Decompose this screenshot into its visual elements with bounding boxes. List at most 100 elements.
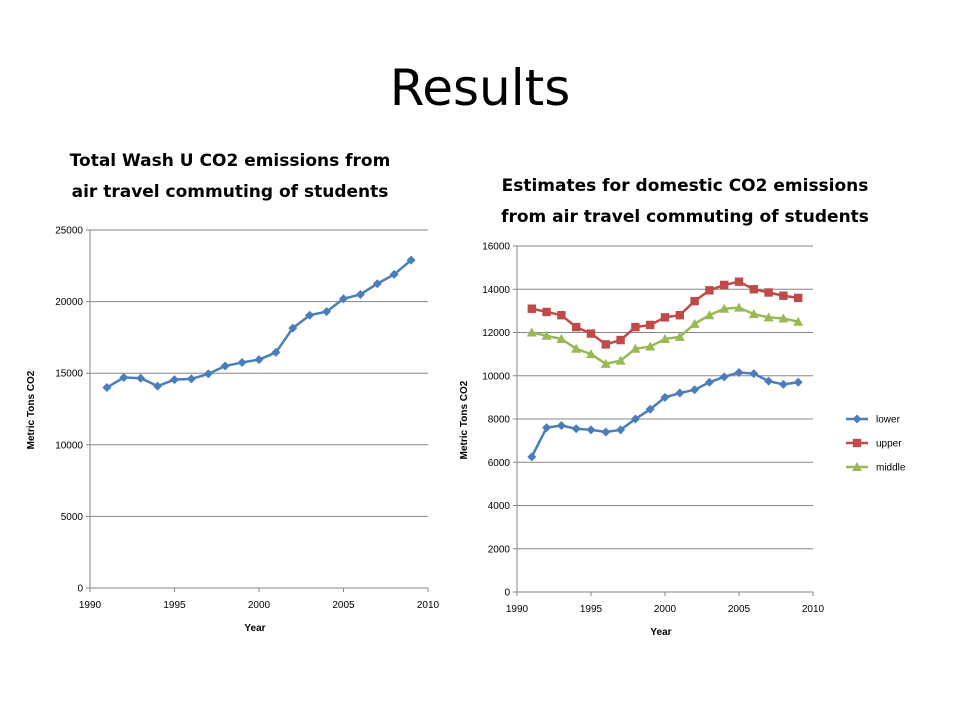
data-point-upper (527, 304, 536, 313)
x-tick-label: 2010 (417, 600, 440, 611)
x-tick-label: 2005 (332, 600, 355, 611)
chart-title-domestic-line-1: Estimates for domestic CO2 emissions (501, 176, 869, 196)
data-point-total (355, 289, 365, 299)
data-point-upper (601, 340, 610, 349)
data-point-lower (704, 377, 714, 387)
data-point-lower (586, 425, 596, 435)
chart-title-domestic: Estimates for domestic CO2 emissions fro… (470, 171, 900, 233)
data-point-total (102, 383, 112, 393)
data-point-middle (748, 309, 759, 319)
y-tick-label: 10000 (55, 440, 83, 451)
x-tick-label: 1995 (163, 600, 186, 611)
data-point-total (406, 255, 416, 265)
data-point-middle (541, 330, 552, 340)
data-point-upper (734, 277, 744, 286)
data-point-middle (630, 343, 641, 353)
x-tick-label: 2010 (802, 604, 825, 615)
chart-title-total: Total Wash U CO2 emissions from air trav… (30, 146, 430, 208)
x-tick-label: 2000 (654, 604, 677, 615)
legend-marker-middle (852, 462, 862, 471)
data-point-upper (542, 307, 551, 317)
data-point-upper (586, 329, 596, 338)
legend-marker-lower (852, 414, 862, 424)
data-point-middle (704, 310, 715, 320)
x-tick-label: 1990 (506, 604, 529, 615)
data-point-middle (660, 333, 670, 343)
data-point-lower (719, 372, 729, 382)
data-point-lower (675, 388, 685, 398)
data-point-upper (616, 335, 625, 345)
data-point-middle (526, 327, 537, 337)
x-tick-label: 2005 (728, 604, 751, 615)
y-tick-label: 0 (504, 588, 510, 599)
y-tick-label: 6000 (488, 458, 511, 469)
data-point-upper (557, 311, 566, 320)
data-point-middle (674, 331, 685, 341)
data-point-lower (556, 420, 566, 430)
data-point-total (254, 355, 264, 365)
data-point-total (203, 369, 213, 379)
x-axis-label: Year (650, 627, 671, 638)
data-point-middle (571, 343, 582, 353)
data-point-lower (764, 376, 774, 386)
slide-title: Results (389, 59, 571, 117)
y-tick-label: 20000 (55, 297, 83, 308)
data-point-middle (600, 358, 611, 368)
x-tick-label: 1995 (580, 604, 603, 615)
data-point-lower (571, 424, 581, 434)
data-point-middle (734, 302, 744, 312)
data-point-total (136, 373, 146, 383)
data-point-middle (586, 349, 596, 359)
data-point-middle (793, 316, 804, 326)
legend-label-lower: lower (876, 415, 901, 426)
data-point-middle (719, 303, 730, 313)
x-axis-label: Year (244, 623, 265, 634)
total-emissions-chart: 0 5000 10000 15000 20000 25000 1990 1995 2000 200… (26, 226, 440, 635)
y-axis-label: Metric Tons CO2 (459, 380, 470, 459)
y-tick-label: 25000 (55, 226, 83, 237)
y-axis-label: Metric Tons CO2 (26, 370, 37, 449)
data-point-total (220, 361, 230, 371)
chart-title-total-line-1: Total Wash U CO2 emissions from (69, 151, 391, 171)
data-point-upper (764, 288, 773, 297)
data-point-lower (630, 414, 640, 424)
data-point-upper (675, 311, 684, 320)
data-point-upper (660, 313, 670, 322)
series-line-lower (530, 371, 799, 458)
data-point-middle (615, 355, 626, 365)
data-point-middle (778, 313, 789, 323)
data-point-upper (705, 286, 714, 295)
data-point-total (186, 374, 196, 384)
data-point-total (372, 279, 382, 289)
data-point-upper (631, 322, 640, 332)
chart-title-domestic-line-2: from air travel commuting of students (501, 207, 869, 227)
y-tick-label: 8000 (488, 415, 511, 426)
data-point-lower (778, 379, 788, 389)
data-point-total (170, 375, 179, 385)
data-point-total (339, 294, 348, 304)
data-point-lower (660, 392, 670, 402)
data-point-upper (779, 291, 788, 300)
y-tick-label: 16000 (482, 242, 510, 253)
data-point-upper (646, 320, 655, 330)
data-point-middle (556, 333, 567, 343)
data-point-upper (690, 296, 699, 306)
y-tick-label: 5000 (61, 512, 84, 523)
data-point-upper (720, 280, 729, 290)
data-point-upper (572, 322, 581, 332)
data-point-lower (793, 377, 803, 387)
data-point-lower (734, 368, 744, 378)
data-point-total (271, 347, 281, 357)
data-point-middle (689, 318, 700, 328)
legend-label-middle: middle (876, 463, 906, 474)
data-point-upper (749, 285, 758, 294)
data-point-lower (527, 452, 537, 462)
y-tick-label: 2000 (488, 544, 511, 555)
y-tick-label: 10000 (482, 371, 510, 382)
y-tick-label: 15000 (55, 369, 83, 380)
data-point-lower (749, 369, 759, 379)
series-line-total (106, 259, 412, 389)
y-tick-label: 0 (77, 584, 83, 595)
data-point-total (322, 307, 332, 317)
